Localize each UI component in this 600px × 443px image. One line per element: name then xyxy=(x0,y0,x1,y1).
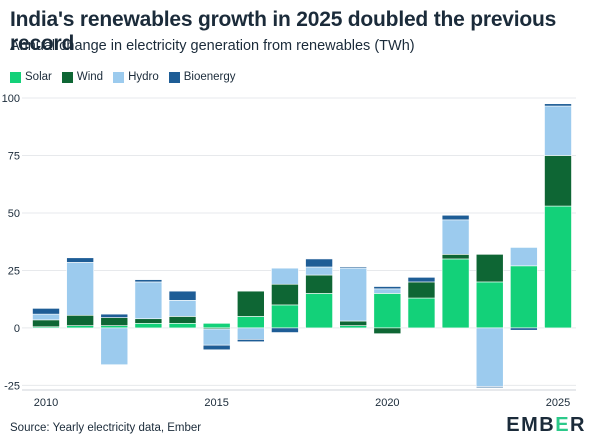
bar-segment-wind-2021 xyxy=(407,281,436,299)
bar-segment-hydro-2018 xyxy=(305,266,333,276)
logo-text-mid: E xyxy=(555,414,571,436)
bar-segment-hydro-2017 xyxy=(271,267,299,285)
bar-segment-wind-2010 xyxy=(32,319,60,328)
bar-segment-bioenergy-2023 xyxy=(475,386,504,389)
legend-label-solar: Solar xyxy=(25,71,52,83)
chart-subtitle: Annual change in electricity generation … xyxy=(10,38,415,54)
bar-segment-wind-2014 xyxy=(168,316,197,324)
x-tick-label: 2025 xyxy=(546,397,570,409)
bar-segment-wind-2022 xyxy=(441,254,470,260)
bar-segment-solar-2024 xyxy=(510,265,538,329)
y-tick-label: 0 xyxy=(14,323,20,335)
legend-label-bioenergy: Bioenergy xyxy=(183,71,236,83)
legend-item-hydro: Hydro xyxy=(113,71,159,83)
bar-segment-bioenergy-2019 xyxy=(339,266,368,269)
bar-segment-solar-2022 xyxy=(441,258,470,329)
bar-segment-bioenergy-2016 xyxy=(237,339,265,343)
chart-plot: -25 0 25 50 75 100 2010 2015 2020 2025 xyxy=(2,93,576,409)
bar-segment-bioenergy-2018 xyxy=(305,258,333,268)
bar-segment-solar-2019 xyxy=(339,325,368,329)
legend-label-wind: Wind xyxy=(76,71,104,83)
legend-item-bioenergy: Bioenergy xyxy=(168,71,236,83)
bar-segment-hydro-2016 xyxy=(237,327,265,340)
bar-segment-solar-2021 xyxy=(407,297,436,329)
bar-segment-wind-2020 xyxy=(373,327,402,334)
legend-item-solar: Solar xyxy=(10,71,52,83)
bar-segment-bioenergy-2022 xyxy=(441,214,470,221)
ember-logo: EMBER xyxy=(506,414,586,437)
bar-segment-solar-2017 xyxy=(271,304,299,329)
bar-segment-solar-2014 xyxy=(168,323,197,329)
legend-item-wind: Wind xyxy=(61,71,104,83)
bar-segment-bioenergy-2014 xyxy=(168,290,197,301)
legend-swatch-solar xyxy=(10,71,21,83)
bar-segment-wind-2019 xyxy=(339,320,368,326)
bar-segment-solar-2025 xyxy=(544,205,572,329)
bar-segment-hydro-2024 xyxy=(510,247,538,267)
bar-segment-solar-2013 xyxy=(134,323,163,329)
x-tick-label: 2010 xyxy=(34,397,58,409)
bar-segment-wind-2011 xyxy=(66,314,94,326)
bar-segment-wind-2013 xyxy=(134,318,163,324)
bar-segment-wind-2025 xyxy=(544,155,572,207)
bar-segment-solar-2012 xyxy=(100,325,129,329)
bar-segment-bioenergy-2013 xyxy=(134,279,163,283)
chart-title: India's renewables growth in 2025 double… xyxy=(10,8,557,55)
bar-segment-hydro-2013 xyxy=(134,281,163,320)
legend-label-hydro: Hydro xyxy=(128,71,159,83)
bar-segment-bioenergy-2011 xyxy=(66,257,94,263)
y-tick-label: 25 xyxy=(8,265,20,277)
bar-segment-hydro-2025 xyxy=(544,105,572,156)
bar-segment-wind-2016 xyxy=(237,290,265,317)
bar-segment-hydro-2023 xyxy=(475,327,504,387)
bar-segment-solar-2023 xyxy=(475,281,504,329)
legend: Solar Wind Hydro Bioenergy xyxy=(10,71,236,83)
logo-text-right: R xyxy=(570,414,586,436)
bar-segment-solar-2016 xyxy=(237,316,265,329)
bar-segment-hydro-2022 xyxy=(441,219,470,255)
bar-segment-wind-2023 xyxy=(475,254,504,283)
bar-segment-hydro-2014 xyxy=(168,300,197,317)
y-tick-label: -25 xyxy=(4,380,20,392)
x-tick-label: 2020 xyxy=(375,397,399,409)
logo-text-left: EMB xyxy=(506,414,556,436)
bar-segment-wind-2017 xyxy=(271,283,299,306)
legend-swatch-wind xyxy=(61,71,73,83)
bar-segment-bioenergy-2017 xyxy=(271,327,299,333)
bar-segment-bioenergy-2015 xyxy=(202,344,231,351)
bar-segment-bioenergy-2012 xyxy=(100,313,129,318)
bar-segment-hydro-2015 xyxy=(202,328,231,346)
bar-segment-wind-2012 xyxy=(100,317,129,326)
bar-segment-hydro-2010 xyxy=(32,313,60,321)
bar-segment-solar-2018 xyxy=(305,293,333,329)
bar-segment-solar-2011 xyxy=(66,325,94,329)
bar-segment-hydro-2012 xyxy=(100,327,129,366)
y-tick-label: 50 xyxy=(8,208,20,220)
y-tick-label: 100 xyxy=(2,93,20,105)
bar-segment-bioenergy-2025 xyxy=(544,103,572,107)
bar-segment-hydro-2020 xyxy=(373,288,402,294)
bar-segment-solar-2015 xyxy=(202,323,231,329)
source-note: Source: Yearly electricity data, Ember xyxy=(10,422,202,434)
x-tick-label: 2015 xyxy=(204,397,228,409)
bar-segment-wind-2018 xyxy=(305,274,333,294)
bar-segment-hydro-2019 xyxy=(339,267,368,322)
legend-swatch-hydro xyxy=(113,71,125,83)
bar-segment-bioenergy-2024 xyxy=(510,327,538,331)
legend-swatch-bioenergy xyxy=(168,71,180,83)
bar-segment-bioenergy-2021 xyxy=(407,277,436,283)
bar-segment-bioenergy-2020 xyxy=(373,286,402,290)
bar-segment-hydro-2011 xyxy=(66,262,94,316)
bar-segment-bioenergy-2010 xyxy=(32,308,60,315)
bar-segment-solar-2020 xyxy=(373,293,402,329)
y-tick-label: 75 xyxy=(8,150,20,162)
